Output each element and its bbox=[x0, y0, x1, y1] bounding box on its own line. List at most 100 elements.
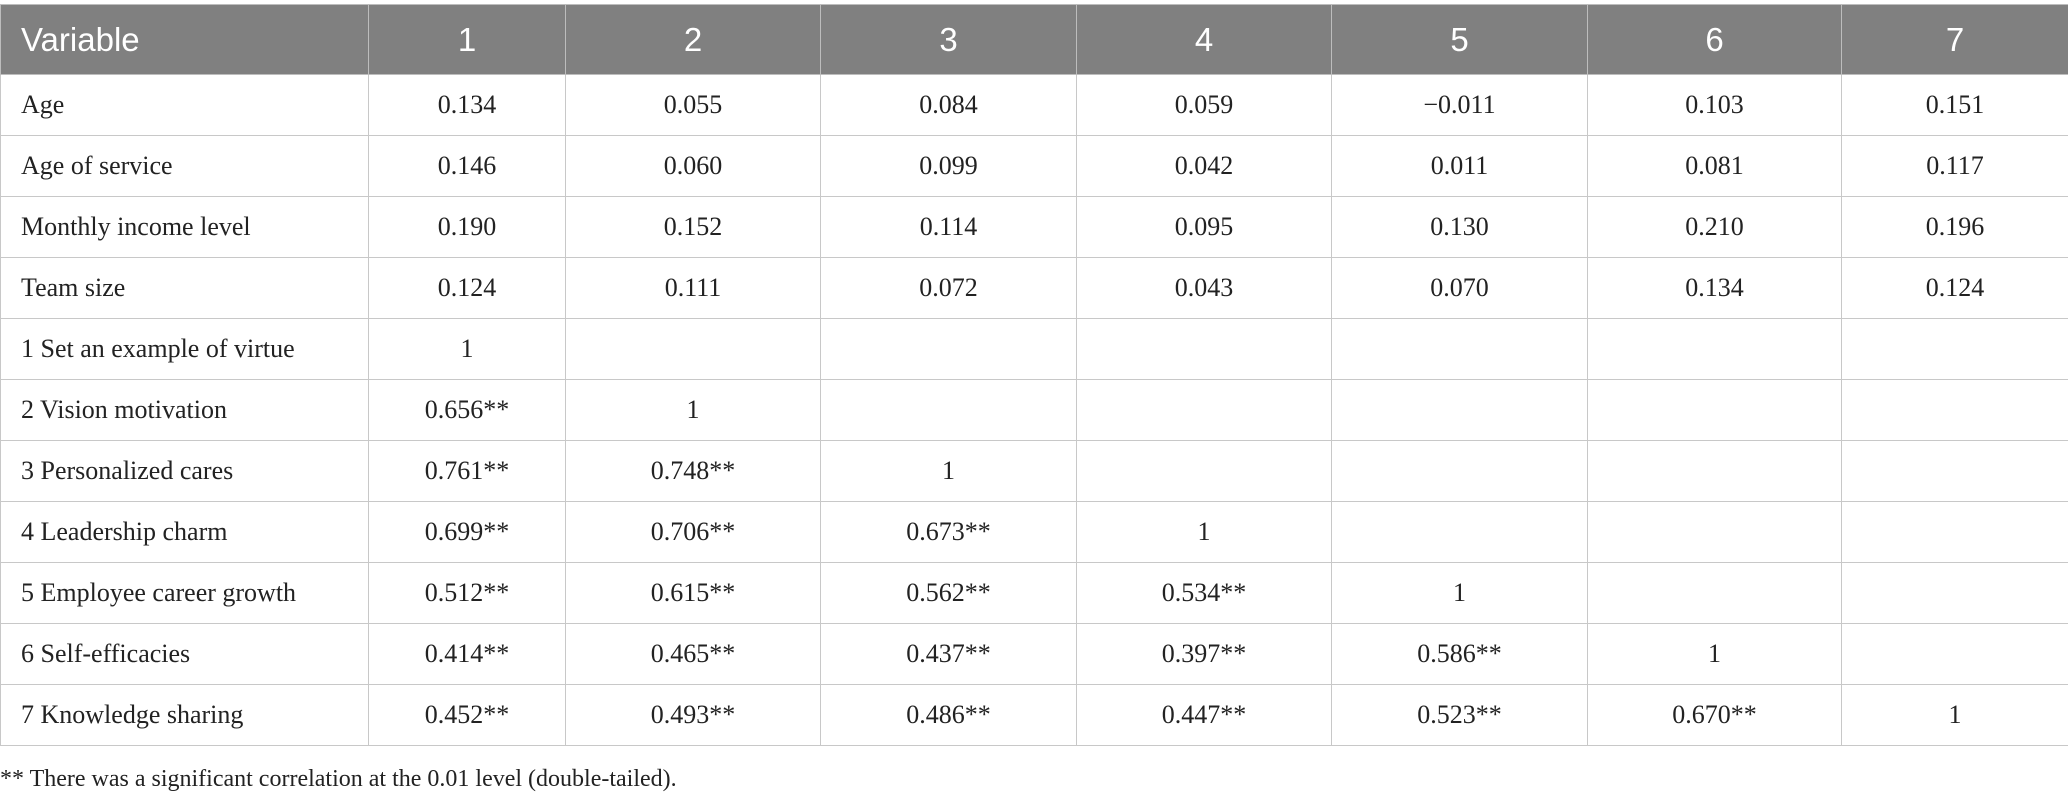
cell: 0.055 bbox=[565, 74, 821, 136]
header-cell: Variable bbox=[0, 4, 369, 75]
cell: 0.060 bbox=[565, 135, 821, 197]
table-row: 4 Leadership charm 0.699** 0.706** 0.673** 1 bbox=[0, 501, 2068, 563]
cell: 0.111 bbox=[565, 257, 821, 319]
header-row: Variable 1 2 3 4 5 6 7 bbox=[0, 4, 2068, 75]
cell: 0.146 bbox=[368, 135, 566, 197]
header-cell: 3 bbox=[820, 4, 1077, 75]
cell: 0.114 bbox=[820, 196, 1077, 258]
cell: 0.706** bbox=[565, 501, 821, 563]
cell: 0.670** bbox=[1587, 684, 1842, 746]
row-label: 6 Self-efficacies bbox=[0, 623, 369, 685]
empty-cell bbox=[1587, 440, 1842, 502]
cell: 0.011 bbox=[1331, 135, 1588, 197]
row-label: Team size bbox=[0, 257, 369, 319]
cell: 0.493** bbox=[565, 684, 821, 746]
row-label: 1 Set an example of virtue bbox=[0, 318, 369, 380]
header-cell: 7 bbox=[1841, 4, 2068, 75]
header-cell: 5 bbox=[1331, 4, 1588, 75]
cell: 0.699** bbox=[368, 501, 566, 563]
cell: 0.042 bbox=[1076, 135, 1332, 197]
table-row: 7 Knowledge sharing 0.452** 0.493** 0.486**… bbox=[0, 684, 2068, 746]
empty-cell bbox=[1076, 379, 1332, 441]
correlation-table: Variable 1 2 3 4 5 6 7 Age 0.134 0.055 0.084 0.059−… bbox=[0, 4, 2068, 746]
cell: 0.124 bbox=[368, 257, 566, 319]
cell: 0.210 bbox=[1587, 196, 1842, 258]
table-body: Age 0.134 0.055 0.084 0.059 −0.011 0.103 0.151 A… bbox=[0, 74, 2068, 746]
cell: 0.414** bbox=[368, 623, 566, 685]
cell: 0.081 bbox=[1587, 135, 1842, 197]
empty-cell bbox=[1076, 318, 1332, 380]
row-label: Age of service bbox=[0, 135, 369, 197]
row-label: 5 Employee career growth bbox=[0, 562, 369, 624]
empty-cell bbox=[565, 318, 821, 380]
table-row: Age 0.134 0.055 0.084 0.059 −0.011 0.103 0.151 bbox=[0, 74, 2068, 136]
cell: 0.072 bbox=[820, 257, 1077, 319]
cell: 0.117 bbox=[1841, 135, 2068, 197]
cell: 0.099 bbox=[820, 135, 1077, 197]
cell: 0.152 bbox=[565, 196, 821, 258]
cell: 0.673** bbox=[820, 501, 1077, 563]
cell: 1 bbox=[1076, 501, 1332, 563]
empty-cell bbox=[1331, 379, 1588, 441]
empty-cell bbox=[820, 379, 1077, 441]
cell: 0.134 bbox=[1587, 257, 1842, 319]
row-label: Age bbox=[0, 74, 369, 136]
table-row: 3 Personalized cares 0.761** 0.748** 1 bbox=[0, 440, 2068, 502]
table-row: 6 Self-efficacies 0.414** 0.465** 0.437** 0.… bbox=[0, 623, 2068, 685]
header-cell: 6 bbox=[1587, 4, 1842, 75]
cell: −0.011 bbox=[1331, 74, 1588, 136]
cell: 0.447** bbox=[1076, 684, 1332, 746]
header-cell: 2 bbox=[565, 4, 821, 75]
cell: 0.761** bbox=[368, 440, 566, 502]
cell: 1 bbox=[565, 379, 821, 441]
cell: 0.586** bbox=[1331, 623, 1588, 685]
empty-cell bbox=[1841, 379, 2068, 441]
cell: 1 bbox=[368, 318, 566, 380]
table-row: Team size 0.124 0.111 0.072 0.043 0.070 0.134 0… bbox=[0, 257, 2068, 319]
cell: 0.134 bbox=[368, 74, 566, 136]
cell: 0.452** bbox=[368, 684, 566, 746]
table-row: Age of service 0.146 0.060 0.099 0.042 0.011 0… bbox=[0, 135, 2068, 197]
empty-cell bbox=[1841, 440, 2068, 502]
cell: 1 bbox=[1331, 562, 1588, 624]
cell: 0.748** bbox=[565, 440, 821, 502]
cell: 0.562** bbox=[820, 562, 1077, 624]
cell: 0.059 bbox=[1076, 74, 1332, 136]
cell: 0.070 bbox=[1331, 257, 1588, 319]
cell: 0.151 bbox=[1841, 74, 2068, 136]
row-label: 3 Personalized cares bbox=[0, 440, 369, 502]
cell: 0.437** bbox=[820, 623, 1077, 685]
cell: 0.130 bbox=[1331, 196, 1588, 258]
cell: 0.512** bbox=[368, 562, 566, 624]
row-label: 2 Vision motivation bbox=[0, 379, 369, 441]
empty-cell bbox=[820, 318, 1077, 380]
cell: 0.523** bbox=[1331, 684, 1588, 746]
cell: 1 bbox=[1841, 684, 2068, 746]
cell: 0.397** bbox=[1076, 623, 1332, 685]
table-row: 2 Vision motivation 0.656** 1 bbox=[0, 379, 2068, 441]
cell: 0.615** bbox=[565, 562, 821, 624]
empty-cell bbox=[1587, 562, 1842, 624]
empty-cell bbox=[1076, 440, 1332, 502]
cell: 0.656** bbox=[368, 379, 566, 441]
empty-cell bbox=[1587, 318, 1842, 380]
cell: 0.534** bbox=[1076, 562, 1332, 624]
empty-cell bbox=[1841, 318, 2068, 380]
empty-cell bbox=[1331, 318, 1588, 380]
row-label: 7 Knowledge sharing bbox=[0, 684, 369, 746]
table-row: 5 Employee career growth 0.512** 0.615** 0.… bbox=[0, 562, 2068, 624]
empty-cell bbox=[1841, 501, 2068, 563]
cell: 0.095 bbox=[1076, 196, 1332, 258]
empty-cell bbox=[1841, 623, 2068, 685]
empty-cell bbox=[1587, 379, 1842, 441]
row-label: Monthly income level bbox=[0, 196, 369, 258]
empty-cell bbox=[1331, 501, 1588, 563]
header-cell: 4 bbox=[1076, 4, 1332, 75]
row-label: 4 Leadership charm bbox=[0, 501, 369, 563]
cell: 0.465** bbox=[565, 623, 821, 685]
cell: 1 bbox=[1587, 623, 1842, 685]
cell: 0.124 bbox=[1841, 257, 2068, 319]
empty-cell bbox=[1331, 440, 1588, 502]
cell: 0.084 bbox=[820, 74, 1077, 136]
